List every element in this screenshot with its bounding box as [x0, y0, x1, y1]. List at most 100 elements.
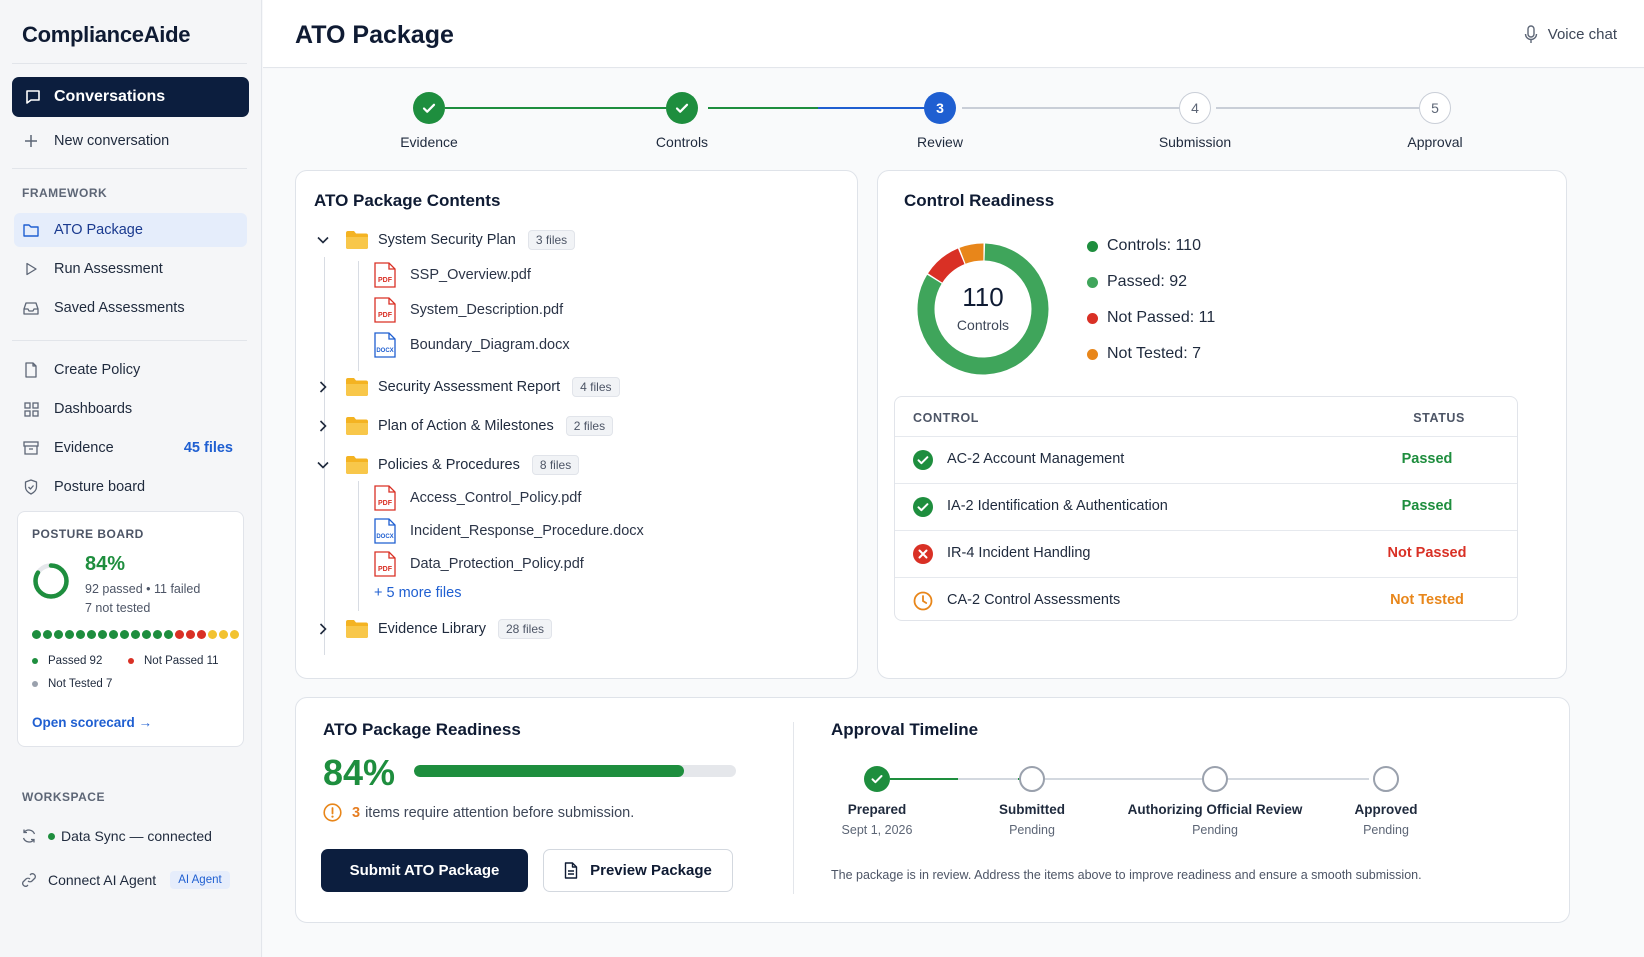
- svg-text:DOCX: DOCX: [376, 534, 393, 540]
- table-row[interactable]: AC-2 Account Management Passed: [895, 437, 1517, 484]
- timeline-submitted-circle: [1019, 766, 1045, 792]
- file-row[interactable]: PDF System_Description.pdf: [374, 297, 563, 323]
- ai-agent-badge: AI Agent: [170, 871, 230, 889]
- submit-ato-package-button[interactable]: Submit ATO Package: [321, 849, 528, 892]
- folder-name: System Security Plan: [378, 232, 516, 248]
- donut-slice-not-tested: [959, 243, 984, 264]
- file-row[interactable]: PDF Access_Control_Policy.pdf: [374, 485, 581, 511]
- control-status: Not Tested: [1390, 592, 1464, 608]
- folder-row[interactable]: Evidence Library 28 files: [316, 619, 553, 639]
- step-evidence-check[interactable]: [413, 92, 445, 124]
- sidebar-item-label: Dashboards: [54, 401, 133, 417]
- file-count-badge: 8 files: [531, 455, 580, 475]
- chevron-right-icon: [316, 419, 330, 433]
- timeline-connector: [958, 778, 1018, 780]
- divider: [793, 722, 794, 894]
- conversations-button[interactable]: Conversations: [12, 77, 249, 117]
- app-logo[interactable]: ComplianceAide: [22, 22, 191, 47]
- play-icon: [22, 260, 40, 278]
- folder-name: Security Assessment Report: [378, 379, 561, 395]
- donut-center-label: Controls: [957, 317, 1009, 333]
- table-row[interactable]: CA-2 Control Assessments Not Tested: [895, 578, 1517, 620]
- sidebar-item-create-policy[interactable]: Create Policy: [14, 353, 247, 387]
- open-scorecard-link[interactable]: Open scorecard →: [32, 715, 153, 730]
- column-header-status: STATUS: [1413, 411, 1465, 425]
- archive-icon: [22, 439, 40, 457]
- svg-text:PDF: PDF: [378, 500, 393, 507]
- posture-dot: [153, 630, 162, 639]
- timeline-step-label: Authorizing Official Review: [1127, 802, 1303, 817]
- voice-chat-button[interactable]: Voice chat: [1524, 25, 1617, 44]
- folder-icon: [346, 417, 368, 435]
- preview-package-button[interactable]: Preview Package: [543, 849, 733, 892]
- orange-dot-icon: [1087, 348, 1098, 360]
- timeline-connector: [890, 778, 1020, 780]
- step-approval-number[interactable]: 5: [1419, 92, 1451, 124]
- chevron-right-icon: [316, 380, 330, 394]
- folder-row[interactable]: Plan of Action & Milestones 2 files: [316, 416, 614, 436]
- warning-circle-icon: [323, 803, 342, 822]
- folder-row[interactable]: Security Assessment Report 4 files: [316, 377, 620, 397]
- sidebar-item-label: Create Policy: [54, 362, 141, 378]
- file-count-badge: 28 files: [498, 619, 553, 639]
- data-sync-label: Data Sync — connected: [61, 828, 212, 844]
- step-submission-number[interactable]: 4: [1179, 92, 1211, 124]
- data-sync-status[interactable]: Data Sync — connected: [20, 827, 212, 845]
- sidebar-item-evidence[interactable]: Evidence 45 files: [14, 431, 247, 465]
- posture-summary: 92 passed • 11 failed: [85, 582, 201, 596]
- legend-not-tested: Not Tested 7: [32, 678, 112, 690]
- control-status: Passed: [1401, 451, 1453, 467]
- posture-dot: [219, 630, 228, 639]
- sidebar-item-saved-assessments[interactable]: Saved Assessments: [14, 291, 247, 325]
- evidence-count: 45 files: [183, 440, 233, 456]
- folder-icon: [346, 378, 368, 396]
- timeline-connector: [1228, 778, 1369, 780]
- attention-count: 3: [352, 804, 361, 821]
- legend-label: Not Tested: 7: [1107, 345, 1201, 362]
- posture-dot: [54, 630, 63, 639]
- control-name: IR-4 Incident Handling: [947, 545, 1091, 561]
- folder-row[interactable]: System Security Plan 3 files: [316, 230, 576, 250]
- donut-center-value: 110: [962, 282, 1003, 312]
- sidebar-item-ato-package[interactable]: ATO Package: [14, 213, 247, 247]
- timeline-step-date: Sept 1, 2026: [841, 823, 913, 837]
- legend-not-tested: Not Tested: 7: [1087, 345, 1201, 363]
- folder-row[interactable]: Policies & Procedures 8 files: [316, 455, 580, 475]
- table-row[interactable]: IA-2 Identification & Authentication Pas…: [895, 484, 1517, 531]
- file-row[interactable]: DOCX Boundary_Diagram.docx: [374, 332, 570, 358]
- sidebar-item-label: Evidence: [54, 440, 114, 456]
- pdf-file-icon: PDF: [374, 262, 396, 288]
- connect-ai-agent-button[interactable]: Connect AI Agent AI Agent: [20, 871, 230, 889]
- connect-ai-agent-label: Connect AI Agent: [48, 872, 157, 888]
- posture-progress-ring: [33, 563, 69, 599]
- check-icon: [871, 775, 883, 784]
- top-header: ATO Package Voice chat: [263, 0, 1644, 68]
- file-row[interactable]: DOCX Incident_Response_Procedure.docx: [374, 518, 644, 544]
- sidebar-item-posture-board[interactable]: Posture board: [14, 470, 247, 504]
- table-row[interactable]: IR-4 Incident Handling Not Passed: [895, 531, 1517, 578]
- folder-name: Policies & Procedures: [378, 457, 520, 473]
- controls-table: CONTROL STATUS AC-2 Account Management P…: [894, 396, 1518, 621]
- divider: [12, 63, 247, 64]
- file-row[interactable]: PDF SSP_Overview.pdf: [374, 262, 531, 288]
- step-controls-check[interactable]: [666, 92, 698, 124]
- sidebar-item-run-assessment[interactable]: Run Assessment: [14, 252, 247, 286]
- posture-dot: [208, 630, 217, 639]
- readiness-percent: 84%: [323, 752, 396, 793]
- red-dot-icon: [1087, 312, 1098, 324]
- more-files-link[interactable]: + 5 more files: [374, 585, 462, 601]
- file-name: System_Description.pdf: [410, 302, 564, 318]
- sidebar-item-dashboards[interactable]: Dashboards: [14, 392, 247, 426]
- page-title: ATO Package: [295, 21, 454, 49]
- folder-icon: [346, 456, 368, 474]
- red-dot-icon: [128, 658, 134, 664]
- svg-text:PDF: PDF: [378, 312, 393, 319]
- file-name: Incident_Response_Procedure.docx: [410, 523, 644, 539]
- file-row[interactable]: PDF Data_Protection_Policy.pdf: [374, 551, 584, 577]
- check-icon: [422, 103, 436, 113]
- step-review-number[interactable]: 3: [924, 92, 956, 124]
- new-conversation-button[interactable]: New conversation: [14, 124, 247, 158]
- legend-label: Passed: 92: [1107, 273, 1188, 290]
- inbox-icon: [22, 299, 40, 317]
- readiness-progress-bar: [414, 765, 736, 777]
